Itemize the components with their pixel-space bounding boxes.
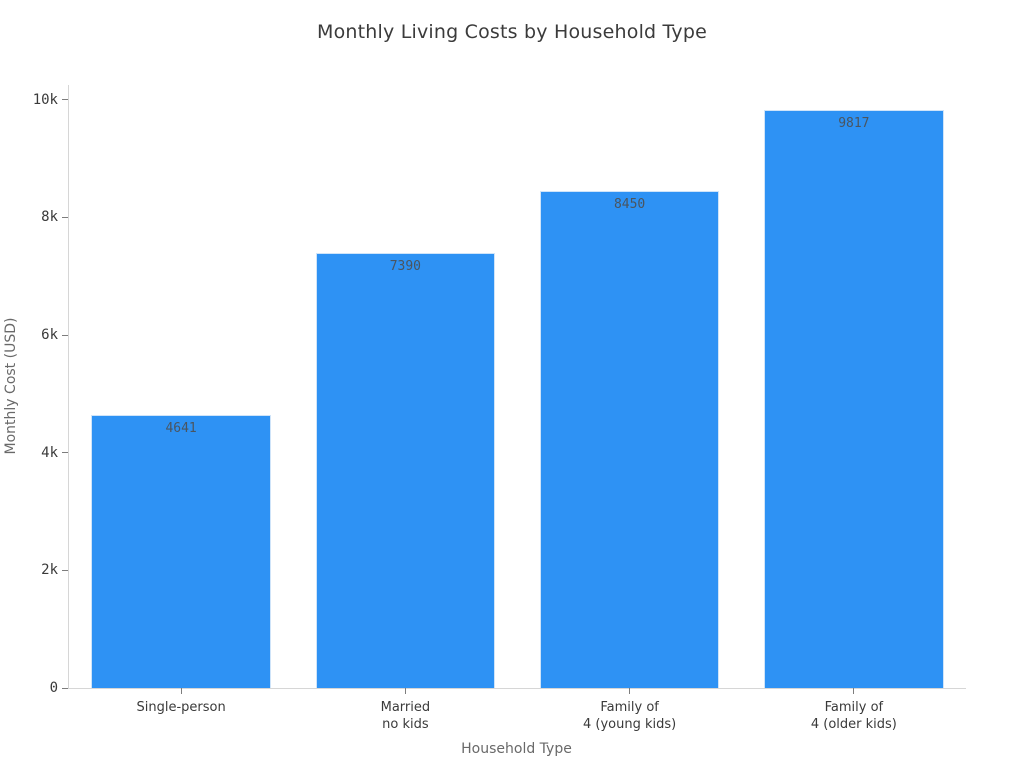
y-tick-label: 8k bbox=[41, 209, 58, 226]
y-tick-label: 6k bbox=[41, 327, 58, 344]
x-tick-mark bbox=[180, 688, 182, 694]
x-tick-mark bbox=[853, 688, 855, 694]
plot-area: 0 2k 4k 6k 8k 10k 4641 Single-person 7390 Married… bbox=[33, 85, 966, 732]
bar-1: 7390 bbox=[315, 253, 496, 688]
x-tick-label: Family of 4 (young kids) bbox=[583, 700, 677, 732]
y-tick-mark bbox=[62, 334, 68, 336]
y-tick-mark bbox=[62, 569, 68, 571]
bar-value-label: 9817 bbox=[838, 116, 870, 132]
bar-3: 9817 bbox=[764, 110, 944, 688]
bar-value-label: 7390 bbox=[389, 259, 422, 275]
bar-0: 4641 bbox=[91, 414, 271, 688]
y-tick-mark bbox=[62, 687, 68, 689]
y-tick-mark bbox=[62, 452, 68, 454]
bar-2: 8450 bbox=[539, 190, 720, 688]
y-tick-mark bbox=[62, 99, 68, 101]
x-tick-label: Single-person bbox=[136, 700, 226, 715]
y-tick-label: 2k bbox=[41, 562, 58, 579]
y-tick-mark bbox=[62, 216, 68, 218]
x-tick-label: Married no kids bbox=[380, 700, 431, 732]
bar-value-label: 4641 bbox=[165, 420, 197, 436]
y-tick-label: 10k bbox=[32, 91, 58, 108]
x-tick-mark bbox=[629, 688, 631, 694]
x-tick-label: Family of 4 (older kids) bbox=[810, 700, 897, 732]
x-tick-mark bbox=[404, 688, 406, 694]
bar-value-label: 8450 bbox=[613, 196, 646, 212]
x-axis-title: Household Type bbox=[461, 741, 572, 757]
y-tick-label: 4k bbox=[41, 444, 58, 461]
y-tick-label: 0 bbox=[49, 680, 58, 696]
chart-title: Monthly Living Costs by Household Type bbox=[317, 21, 707, 43]
y-axis-title: Monthly Cost (USD) bbox=[3, 317, 19, 455]
